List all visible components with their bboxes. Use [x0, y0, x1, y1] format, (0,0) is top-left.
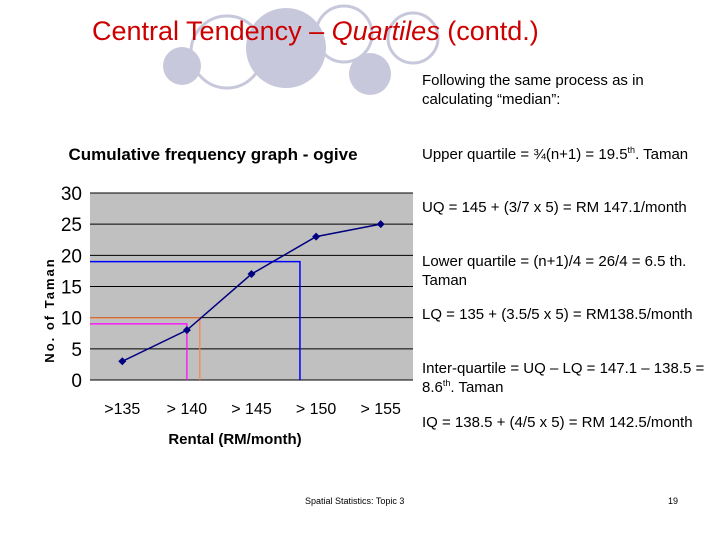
slide-title: Central Tendency – Quartiles (contd.) — [92, 16, 539, 47]
bullet-intro: Following the same process as in calcula… — [422, 72, 644, 108]
y-tick-label: 5 — [71, 340, 82, 361]
text-part: . Taman — [635, 146, 689, 163]
decorative-circles — [163, 4, 440, 95]
data-point — [312, 232, 321, 241]
series-line — [118, 220, 385, 366]
lower-quartile-line — [90, 323, 188, 380]
text-part: . Taman — [450, 379, 504, 396]
deco-circle — [386, 11, 440, 65]
bullet-lower-quartile: Lower quartile = (n+1)/4 = 26/4 = 6.5 th… — [422, 253, 687, 289]
page-number: 19 — [668, 496, 679, 506]
ogive-chart: Cumulative frequency graph - ogive No. o… — [42, 145, 413, 448]
superscript: th — [627, 145, 636, 155]
data-point — [182, 326, 191, 335]
deco-circle — [349, 53, 391, 95]
data-point — [118, 357, 127, 366]
deco-circle — [314, 4, 374, 64]
footer-topic: Spatial Statistics: Topic 3 — [305, 496, 405, 506]
y-tick-label: 30 — [61, 184, 82, 205]
quartile-guides — [90, 260, 301, 380]
data-point — [376, 220, 385, 229]
gridlines — [90, 192, 413, 381]
x-tick-label: >135 — [104, 401, 140, 418]
superscript: th — [442, 378, 451, 388]
deco-circle — [246, 8, 326, 88]
lower-quartile-line-alt — [90, 317, 201, 380]
y-tick-label: 15 — [61, 278, 82, 299]
text-part: Inter-quartile = UQ – LQ = 147.1 – 138.5… — [422, 360, 705, 396]
y-tick-label: 25 — [61, 215, 82, 236]
y-tick-label: 10 — [61, 309, 82, 330]
title-italic: Quartiles — [331, 16, 440, 46]
y-tick-labels: 0 5 10 15 20 25 30 — [61, 184, 82, 392]
title-main: Central Tendency – — [92, 16, 332, 46]
x-tick-label: > 145 — [231, 401, 272, 418]
x-tick-label: > 150 — [296, 401, 337, 418]
text-part: Upper quartile = ¾(n+1) = 19.5 — [422, 146, 628, 163]
x-tick-labels: >135 > 140 > 145 > 150 > 155 — [104, 401, 401, 418]
data-point — [247, 270, 256, 279]
bullet-iq-value: IQ = 138.5 + (4/5 x 5) = RM 142.5/month — [422, 414, 693, 431]
y-axis-label: No. of Taman — [42, 257, 57, 362]
chart-title: Cumulative frequency graph - ogive — [68, 145, 357, 164]
x-axis-label: Rental (RM/month) — [168, 431, 301, 448]
bullet-inter-quartile: Inter-quartile = UQ – LQ = 147.1 – 138.5… — [422, 359, 712, 397]
bullet-uq-value: UQ = 145 + (3/7 x 5) = RM 147.1/month — [422, 199, 687, 216]
x-tick-label: > 140 — [167, 401, 208, 418]
bullet-upper-quartile: Upper quartile = ¾(n+1) = 19.5th. Taman — [422, 145, 688, 164]
y-tick-label: 20 — [61, 246, 82, 267]
bullet-lq-value: LQ = 135 + (3.5/5 x 5) = RM138.5/month — [422, 306, 693, 323]
upper-quartile-line — [90, 260, 301, 380]
x-tick-label: > 155 — [360, 401, 401, 418]
y-tick-label: 0 — [71, 371, 82, 392]
title-end: (contd.) — [439, 16, 539, 46]
